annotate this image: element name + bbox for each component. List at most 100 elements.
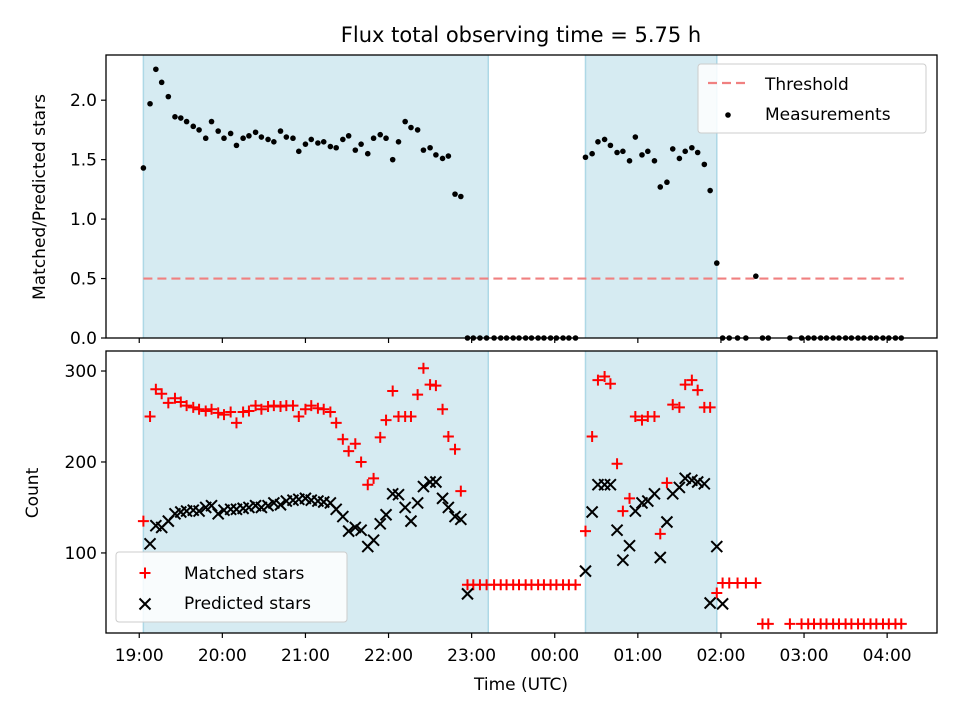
matched-star-marker — [355, 456, 367, 468]
matched-star-marker — [784, 618, 796, 630]
measurement-point — [582, 154, 589, 161]
measurement-point — [252, 129, 259, 136]
measurement-point — [427, 144, 433, 151]
matched-star-marker — [187, 401, 199, 413]
predicted-star-marker — [629, 504, 642, 518]
matched-star-marker — [636, 414, 648, 426]
predicted-star-marker — [392, 488, 405, 501]
predicted-star-marker — [224, 503, 237, 516]
measurement-point — [165, 93, 172, 100]
predicted-star-marker — [585, 505, 599, 519]
measurement-point — [389, 156, 396, 163]
top-panel: 0.00.51.01.52.0 Matched/Predicted stars … — [30, 54, 938, 349]
matched-star-marker — [430, 380, 442, 392]
top-axes-frame — [105, 54, 938, 339]
measurement-point — [190, 123, 197, 130]
measurement-point — [340, 136, 346, 143]
measurement-point — [215, 128, 221, 134]
measurement-point — [364, 150, 371, 157]
matched-star-marker — [212, 407, 224, 419]
x-tick-label: 22:00 — [364, 646, 413, 666]
predicted-star-marker — [698, 477, 711, 491]
matched-star-marker — [243, 405, 255, 417]
measurement-point — [607, 142, 614, 149]
measurement-point — [271, 139, 277, 145]
predicted-star-marker — [342, 524, 355, 538]
top-y-axis-label: Matched/Predicted stars — [30, 94, 50, 300]
top-y-tick-label: 2.0 — [70, 91, 97, 111]
legend-matched-label: Matched stars — [184, 564, 304, 584]
predicted-star-marker — [461, 587, 474, 601]
observing-window-shade — [585, 55, 717, 338]
predicted-star-marker — [454, 513, 468, 526]
measurement-point — [196, 127, 202, 133]
matched-star-marker — [387, 385, 399, 397]
measurement-point — [327, 143, 334, 150]
x-tick-label: 19:00 — [115, 646, 164, 666]
measurement-point — [701, 161, 708, 168]
matched-star-marker — [368, 472, 380, 484]
measurement-point — [414, 127, 421, 133]
matched-star-marker — [455, 485, 467, 497]
top-legend: Threshold Measurements — [697, 63, 927, 134]
matched-star-marker — [570, 579, 582, 591]
measurement-point — [445, 153, 452, 159]
matched-star-marker — [318, 403, 330, 415]
matched-star-marker — [200, 405, 212, 417]
top-y-tick-label: 0.0 — [70, 329, 97, 349]
measurement-point — [258, 134, 265, 140]
measurement-point — [333, 144, 339, 151]
measurement-point — [370, 135, 377, 142]
predicted-star-marker — [367, 534, 380, 547]
measurement-point — [753, 273, 759, 279]
matched-star-marker — [193, 403, 205, 415]
measurement-point — [707, 187, 713, 194]
measurement-point — [452, 191, 458, 197]
measurement-point — [620, 148, 626, 155]
bottom-axes-frame — [105, 350, 938, 634]
matched-star-marker — [299, 403, 311, 415]
measurement-point — [358, 141, 364, 147]
bottom-y-tick-label: 100 — [65, 544, 97, 564]
matched-star-marker — [417, 362, 429, 374]
predicted-star-marker — [143, 537, 157, 551]
predicted-star-marker — [379, 508, 393, 521]
matched-star-marker — [592, 374, 604, 386]
measurement-point — [172, 114, 178, 120]
predicted-star-marker — [442, 501, 455, 514]
predicted-star-marker — [654, 551, 667, 564]
measurement-point — [153, 66, 159, 73]
measurement-point — [177, 115, 184, 121]
matched-star-marker — [599, 370, 611, 382]
legend-predicted-label: Predicted stars — [184, 594, 311, 614]
matched-star-marker — [629, 410, 641, 422]
measurement-point — [657, 184, 664, 190]
measurement-point — [626, 158, 633, 164]
predicted-star-marker — [716, 597, 729, 611]
observing-window-shade — [585, 351, 717, 633]
matched-star-marker — [704, 401, 716, 413]
matched-star-marker — [225, 406, 237, 418]
matched-star-marker — [437, 403, 449, 415]
x-tick-label: 21:00 — [281, 646, 330, 666]
matched-star-marker — [337, 433, 349, 445]
measurement-point — [240, 135, 246, 142]
matched-star-marker — [692, 384, 704, 396]
predicted-star-marker — [417, 480, 430, 493]
measurement-point — [639, 152, 645, 158]
measurement-point — [315, 140, 321, 146]
matched-star-marker — [711, 587, 723, 599]
legend-measurements-swatch — [725, 112, 731, 118]
measurement-point — [277, 128, 284, 134]
x-tick-label: 03:00 — [780, 646, 829, 666]
predicted-star-marker — [354, 523, 368, 537]
predicted-star-marker — [610, 523, 624, 537]
x-axis-label: Time (UTC) — [473, 675, 568, 695]
matched-star-marker — [740, 577, 752, 589]
measurement-point — [645, 148, 651, 155]
chart-title: Flux total observing time = 5.75 h — [341, 23, 701, 47]
matched-star-marker — [144, 410, 156, 422]
predicted-star-marker — [623, 539, 636, 552]
matched-star-marker — [654, 528, 666, 540]
legend-matched-swatch — [139, 567, 151, 579]
